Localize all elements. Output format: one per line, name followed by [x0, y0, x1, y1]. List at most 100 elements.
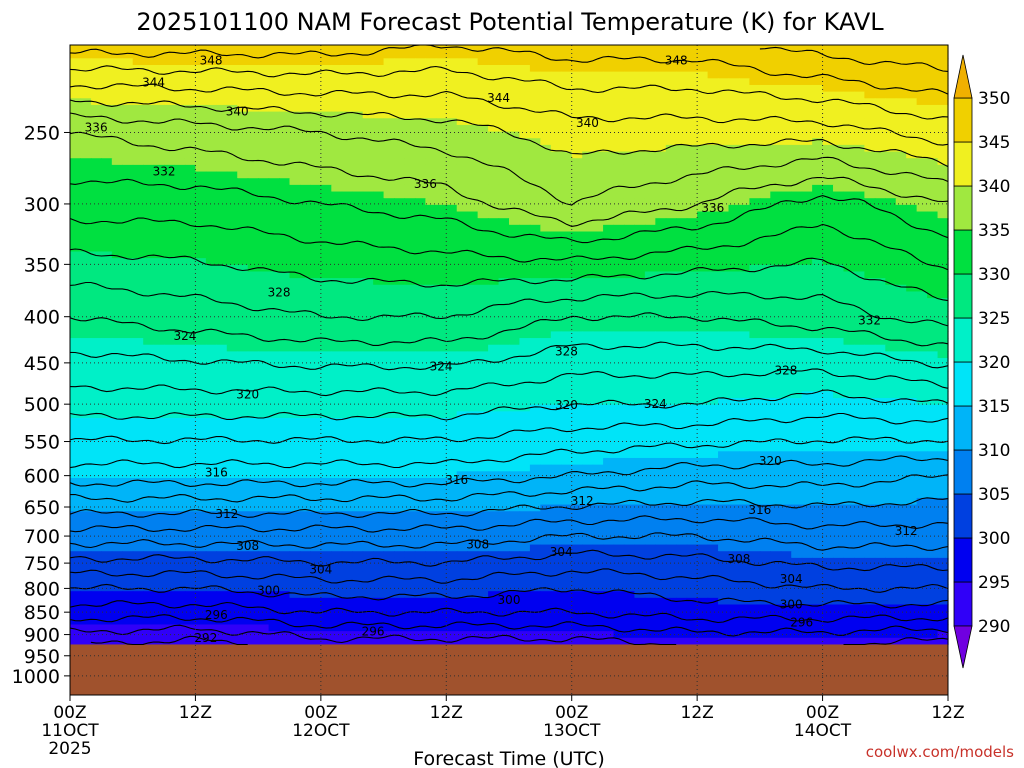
field-cell [519, 398, 531, 406]
field-cell [707, 144, 719, 153]
field-cell [467, 45, 479, 53]
field-cell [833, 204, 845, 213]
field-cell [299, 71, 311, 79]
field-cell [916, 278, 928, 286]
field-cell [216, 184, 228, 193]
field-cell [404, 171, 416, 179]
field-cell [258, 284, 270, 293]
field-cell [906, 124, 918, 133]
field-cell [143, 171, 155, 179]
field-cell [738, 78, 750, 86]
field-cell [195, 45, 207, 53]
field-cell [111, 251, 123, 259]
field-cell [383, 191, 395, 199]
field-cell [205, 344, 217, 352]
field-cell [686, 218, 698, 226]
field-cell [874, 218, 886, 226]
field-cell [268, 391, 280, 399]
field-cell [446, 344, 458, 352]
field-cell [780, 104, 792, 113]
field-cell [529, 218, 541, 226]
field-cell [435, 64, 447, 73]
field-cell [237, 371, 249, 379]
field-cell [226, 158, 238, 166]
field-cell [937, 284, 949, 293]
field-cell [509, 211, 521, 219]
field-cell [404, 398, 416, 406]
field-cell [885, 211, 897, 219]
field-cell [143, 144, 155, 153]
field-cell [80, 198, 92, 206]
field-cell [143, 124, 155, 133]
field-cell [644, 404, 656, 412]
field-cell [184, 218, 197, 226]
field-cell [184, 151, 197, 159]
field-cell [205, 311, 217, 319]
field-cell [822, 298, 834, 306]
field-cell [759, 231, 771, 239]
field-cell [456, 84, 468, 93]
field-cell [864, 131, 876, 139]
field-cell [759, 138, 771, 146]
field-cell [132, 131, 144, 139]
field-cell [164, 258, 176, 266]
field-cell [707, 331, 719, 339]
field-cell [529, 124, 541, 133]
field-cell [676, 284, 688, 293]
field-cell [644, 211, 656, 219]
field-cell [164, 304, 176, 313]
field-cell [833, 164, 845, 173]
field-cell [404, 271, 416, 279]
field-cell [164, 331, 176, 339]
field-cell [414, 84, 426, 93]
field-cell [299, 131, 311, 139]
field-cell [812, 404, 824, 412]
field-cell [874, 418, 886, 426]
field-cell [467, 271, 479, 279]
field-cell [864, 111, 876, 119]
field-cell [122, 364, 134, 372]
field-cell [320, 291, 332, 299]
field-cell [843, 231, 855, 239]
field-cell [707, 218, 719, 226]
field-cell [540, 284, 552, 293]
field-cell [320, 71, 332, 79]
field-cell [164, 45, 176, 53]
field-cell [435, 371, 447, 379]
field-cell [874, 191, 886, 199]
field-cell [749, 204, 761, 213]
field-cell [122, 184, 134, 193]
field-cell [143, 224, 155, 233]
field-cell [509, 84, 521, 93]
field-cell [770, 171, 782, 179]
field-cell [707, 178, 719, 186]
field-cell [414, 298, 426, 306]
field-cell [937, 158, 949, 166]
field-cell [289, 111, 301, 119]
field-cell [718, 404, 730, 412]
field-cell [299, 278, 311, 286]
field-cell [310, 244, 322, 253]
field-cell [435, 184, 447, 193]
field-cell [812, 358, 824, 366]
field-cell [216, 304, 228, 313]
field-cell [446, 418, 458, 426]
field-cell [874, 211, 886, 219]
field-cell [352, 164, 364, 173]
field-cell [874, 118, 886, 126]
field-cell [341, 51, 353, 59]
field-cell [477, 111, 489, 119]
field-cell [571, 191, 583, 199]
field-cell [780, 78, 792, 86]
field-cell [352, 338, 364, 346]
field-cell [467, 84, 479, 93]
field-cell [111, 311, 123, 319]
field-cell [728, 338, 740, 346]
field-cell [780, 71, 792, 79]
field-cell [853, 244, 865, 253]
field-cell [289, 98, 301, 106]
field-cell [655, 138, 667, 146]
field-cell [718, 311, 730, 319]
field-cell [446, 64, 458, 73]
field-cell [247, 437, 259, 446]
